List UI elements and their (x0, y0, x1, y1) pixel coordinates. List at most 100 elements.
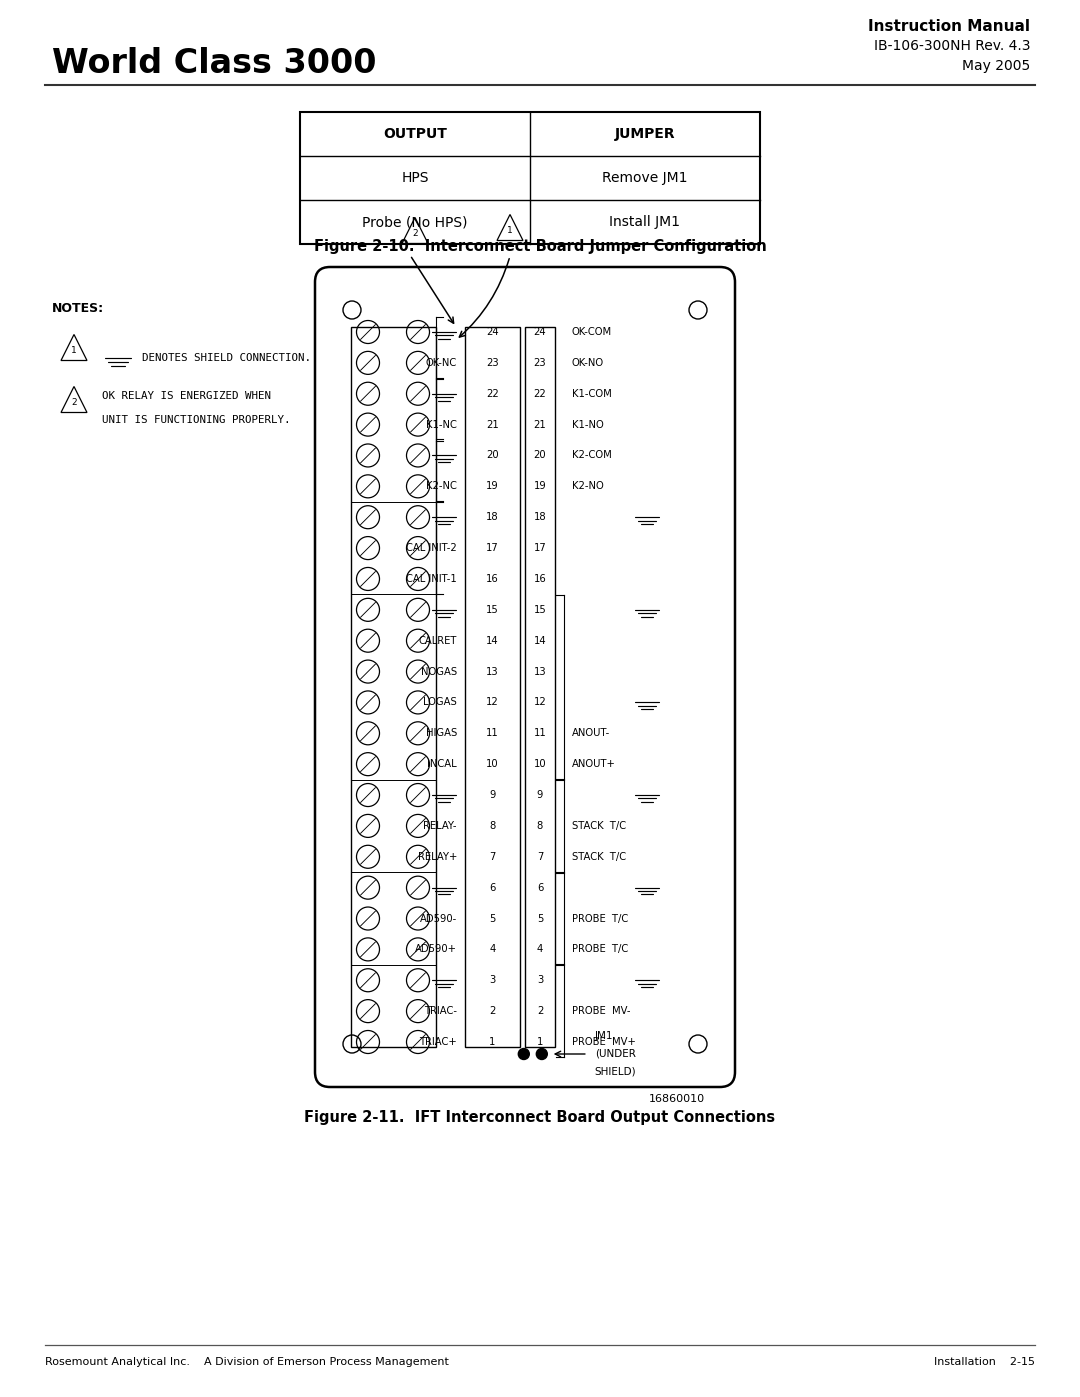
Text: 9: 9 (537, 791, 543, 800)
FancyBboxPatch shape (315, 267, 735, 1087)
Text: 5: 5 (489, 914, 496, 923)
Text: 14: 14 (486, 636, 499, 645)
Text: 2: 2 (537, 1006, 543, 1016)
Text: K2-COM: K2-COM (572, 450, 611, 461)
Text: 7: 7 (489, 852, 496, 862)
Text: 2: 2 (413, 229, 418, 237)
Bar (351, 327, 436, 1046)
Text: STACK  T/C: STACK T/C (572, 821, 626, 831)
Bar (465, 327, 519, 1046)
Text: May 2005: May 2005 (962, 59, 1030, 73)
Bar (300, 112, 760, 244)
Circle shape (518, 1049, 529, 1059)
Text: LOGAS: LOGAS (423, 697, 457, 707)
Text: World Class 3000: World Class 3000 (52, 47, 377, 80)
Text: 10: 10 (534, 759, 546, 770)
Text: UNIT IS FUNCTIONING PROPERLY.: UNIT IS FUNCTIONING PROPERLY. (102, 415, 291, 425)
Text: 1: 1 (537, 1037, 543, 1046)
Text: 20: 20 (486, 450, 499, 461)
Text: RELAY-: RELAY- (423, 821, 457, 831)
Text: 13: 13 (534, 666, 546, 676)
Text: 5: 5 (537, 914, 543, 923)
Text: STACK  T/C: STACK T/C (572, 852, 626, 862)
Text: 2: 2 (489, 1006, 496, 1016)
Text: 1: 1 (71, 346, 77, 355)
Text: OUTPUT: OUTPUT (383, 127, 447, 141)
Text: 22: 22 (486, 388, 499, 398)
Text: 4: 4 (537, 944, 543, 954)
Text: CAL INIT-1: CAL INIT-1 (406, 574, 457, 584)
Text: 15: 15 (486, 605, 499, 615)
Text: K1-NO: K1-NO (572, 419, 604, 430)
Text: OK-NO: OK-NO (572, 358, 604, 367)
Text: Rosemount Analytical Inc.    A Division of Emerson Process Management: Rosemount Analytical Inc. A Division of … (45, 1356, 449, 1368)
Text: Remove JM1: Remove JM1 (603, 170, 688, 184)
Text: ANOUT-: ANOUT- (572, 728, 610, 738)
Text: 9: 9 (489, 791, 496, 800)
Text: Install JM1: Install JM1 (609, 215, 680, 229)
Text: 3: 3 (489, 975, 496, 985)
Text: 23: 23 (534, 358, 546, 367)
Text: 6: 6 (489, 883, 496, 893)
Text: 16: 16 (534, 574, 546, 584)
Text: 11: 11 (534, 728, 546, 738)
Text: 18: 18 (534, 513, 546, 522)
Text: Figure 2-10.  Interconnect Board Jumper Configuration: Figure 2-10. Interconnect Board Jumper C… (313, 239, 767, 254)
Text: 1: 1 (508, 226, 513, 235)
Text: TRIAC-: TRIAC- (424, 1006, 457, 1016)
Text: K2-NO: K2-NO (572, 482, 604, 492)
Circle shape (537, 1049, 548, 1059)
Text: 6: 6 (537, 883, 543, 893)
Text: OK RELAY IS ENERGIZED WHEN: OK RELAY IS ENERGIZED WHEN (102, 391, 271, 401)
Text: Installation    2-15: Installation 2-15 (934, 1356, 1035, 1368)
Text: TRIAC+: TRIAC+ (419, 1037, 457, 1046)
Text: DENOTES SHIELD CONNECTION.: DENOTES SHIELD CONNECTION. (141, 353, 311, 363)
Text: NOGAS: NOGAS (421, 666, 457, 676)
Text: AD590+: AD590+ (415, 944, 457, 954)
Text: 17: 17 (486, 543, 499, 553)
Text: JUMPER: JUMPER (615, 127, 675, 141)
Text: INCAL: INCAL (428, 759, 457, 770)
Text: 1: 1 (489, 1037, 496, 1046)
Text: 11: 11 (486, 728, 499, 738)
Text: PROBE  MV-: PROBE MV- (572, 1006, 631, 1016)
Text: 22: 22 (534, 388, 546, 398)
Text: 21: 21 (534, 419, 546, 430)
Text: JM1: JM1 (595, 1031, 613, 1041)
Text: PROBE  T/C: PROBE T/C (572, 944, 629, 954)
Text: Figure 2-11.  IFT Interconnect Board Output Connections: Figure 2-11. IFT Interconnect Board Outp… (305, 1111, 775, 1125)
Text: K1-COM: K1-COM (572, 388, 611, 398)
Text: CAL INIT-2: CAL INIT-2 (406, 543, 457, 553)
Text: 14: 14 (534, 636, 546, 645)
Text: 16860010: 16860010 (649, 1094, 705, 1104)
Text: 4: 4 (489, 944, 496, 954)
Text: 23: 23 (486, 358, 499, 367)
Text: K1-NC: K1-NC (427, 419, 457, 430)
Text: OK-COM: OK-COM (572, 327, 612, 337)
Text: 19: 19 (486, 482, 499, 492)
Text: 3: 3 (537, 975, 543, 985)
Text: HIGAS: HIGAS (426, 728, 457, 738)
Text: 7: 7 (537, 852, 543, 862)
Text: 13: 13 (486, 666, 499, 676)
Text: Probe (No HPS): Probe (No HPS) (362, 215, 468, 229)
Text: 17: 17 (534, 543, 546, 553)
Text: 2: 2 (71, 398, 77, 407)
Text: SHIELD): SHIELD) (595, 1067, 636, 1077)
Text: 8: 8 (489, 821, 496, 831)
Text: 10: 10 (486, 759, 499, 770)
Text: RELAY+: RELAY+ (418, 852, 457, 862)
Text: CALRET: CALRET (419, 636, 457, 645)
Text: 15: 15 (534, 605, 546, 615)
Text: 18: 18 (486, 513, 499, 522)
Text: AD590-: AD590- (420, 914, 457, 923)
Text: 12: 12 (486, 697, 499, 707)
Text: 24: 24 (534, 327, 546, 337)
Text: 20: 20 (534, 450, 546, 461)
Text: 24: 24 (486, 327, 499, 337)
Text: Instruction Manual: Instruction Manual (868, 20, 1030, 34)
Text: HPS: HPS (402, 170, 429, 184)
Bar (525, 327, 555, 1046)
Text: (UNDER: (UNDER (595, 1049, 636, 1059)
Text: IB-106-300NH Rev. 4.3: IB-106-300NH Rev. 4.3 (874, 39, 1030, 53)
